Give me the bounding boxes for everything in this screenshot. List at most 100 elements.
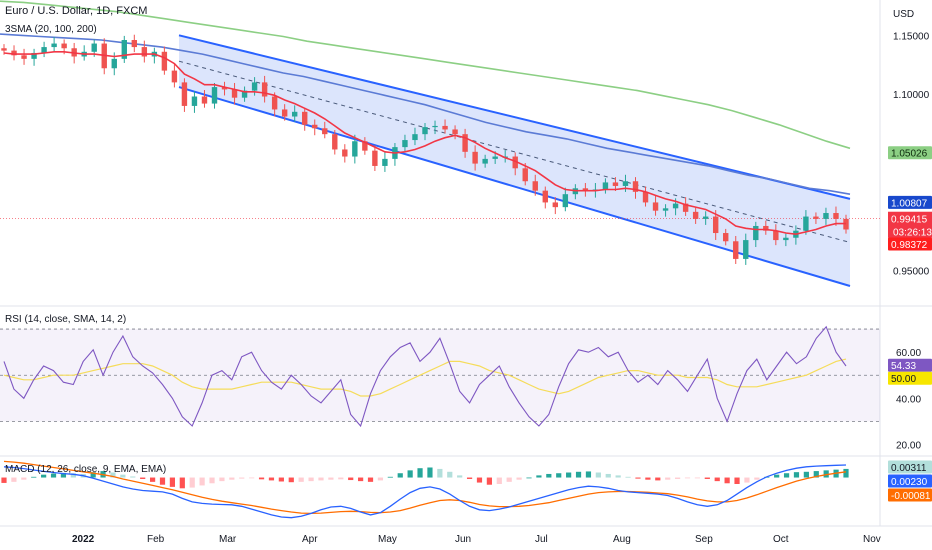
rsi-sma-value-label: 50.00 (891, 374, 916, 385)
macd-histogram-bar (615, 475, 621, 478)
macd-histogram-bar (427, 467, 433, 478)
candle-body (422, 127, 428, 135)
candle-body (482, 158, 488, 164)
macd-signal-line (3, 460, 847, 515)
macd-histogram-bar (714, 477, 720, 482)
macd-histogram-bar (496, 477, 502, 484)
candle-body (763, 225, 769, 231)
sma200-price-label-bg (888, 146, 932, 160)
macd-histogram-bar (566, 472, 572, 478)
macd-histogram-bar (219, 477, 225, 482)
time-tick-label: Apr (302, 534, 318, 545)
macd-histogram-bar (278, 477, 284, 482)
macd-histogram-bar (793, 472, 800, 478)
candle-body (141, 47, 148, 57)
macd-histogram-bar (407, 470, 413, 478)
macd-histogram-bar (605, 473, 611, 478)
macd-histogram-bar (70, 473, 76, 478)
candle-body (281, 109, 288, 117)
macd-histogram-bar (348, 477, 354, 481)
candle-body (291, 111, 298, 117)
macd-histogram-bar (318, 477, 324, 481)
candle-body (211, 87, 218, 104)
candle-body (181, 82, 188, 106)
macd-histogram-bar (377, 477, 384, 481)
channel-mid-line (178, 60, 851, 243)
macd-histogram-bar (595, 472, 601, 478)
candle-body (11, 50, 17, 56)
macd-histogram-bar (21, 477, 27, 480)
candle-body (833, 213, 839, 219)
sma100-price-label-bg (888, 195, 932, 209)
candle-body (552, 202, 559, 208)
price-tick-label: 1.15000 (893, 31, 930, 42)
macd-histogram-bar (288, 477, 294, 483)
candle-body (753, 225, 759, 241)
rsi-title: RSI (14, close, SMA, 14, 2) (5, 314, 126, 325)
macd-histogram-bar (110, 472, 116, 478)
macd-histogram-bar (308, 477, 314, 482)
candle-body (312, 124, 318, 129)
candle-body (702, 216, 709, 219)
rsi-tick-label: 60.00 (896, 348, 921, 359)
macd-histogram-bar (734, 477, 740, 484)
candle-body (522, 168, 528, 182)
macd-histogram-bar (813, 471, 819, 478)
sma100-price-label: 1.00807 (891, 198, 928, 209)
macd-histogram-bar (159, 477, 166, 485)
candle-body (31, 52, 37, 59)
price-tick-label: 0.95000 (893, 267, 930, 278)
candle-body (783, 237, 789, 241)
macd-histogram-bar (189, 477, 195, 488)
candle-body (302, 111, 308, 125)
candle-body (542, 190, 548, 203)
macd-histogram-bar (149, 477, 156, 482)
candle-body (1, 48, 7, 51)
macd-histogram-bar (823, 470, 829, 478)
macd-histogram-bar (258, 477, 265, 480)
macd-signal-value-label-bg (888, 488, 932, 502)
candle-body (723, 233, 729, 242)
sma200-price-label: 1.05026 (891, 149, 928, 160)
candle-body (161, 51, 168, 71)
macd-histogram-bar (358, 477, 364, 482)
macd-histogram-bar (803, 471, 809, 478)
macd-histogram-bar (684, 477, 691, 479)
candle-body (472, 151, 478, 164)
price-tick-label: 1.10000 (893, 90, 930, 101)
candle-body (452, 129, 458, 135)
macd-histogram-bar (437, 468, 443, 478)
macd-histogram-bar (536, 475, 542, 478)
candle-body (462, 134, 468, 152)
candle-body (512, 156, 518, 169)
macd-histogram-bar (90, 472, 96, 478)
macd-histogram-bar (229, 477, 235, 480)
candle-body (642, 191, 649, 203)
macd-histogram-bar (60, 472, 67, 478)
candle-body (532, 181, 538, 191)
macd-histogram-bar (387, 476, 393, 478)
macd-histogram-bar (169, 477, 175, 487)
macd-line (3, 464, 847, 519)
time-tick-label: May (378, 534, 397, 545)
candle-body (733, 241, 739, 259)
candle-body (743, 240, 749, 259)
candle-body (442, 125, 448, 130)
sma20-price-label: 0.98372 (891, 240, 928, 251)
macd-histogram-bar (783, 473, 790, 478)
candle-body (692, 211, 699, 219)
macd-histogram-bar (249, 477, 255, 479)
bar-countdown-label: 03:26:13 (893, 228, 932, 239)
time-tick-label: Aug (613, 534, 631, 545)
macd-histogram-bar (447, 471, 453, 478)
macd-histogram-bar (397, 473, 403, 478)
candle-body (432, 125, 438, 128)
macd-histogram-bar (179, 477, 185, 489)
rsi-sma-line (3, 358, 847, 397)
macd-histogram-bar (209, 477, 215, 484)
macd-histogram-bar (843, 468, 849, 478)
time-tick-label: Feb (147, 534, 165, 545)
macd-signal-value-label: -0.00081 (891, 491, 931, 502)
candle-body (21, 55, 27, 59)
rsi-value-label-bg (888, 358, 932, 372)
